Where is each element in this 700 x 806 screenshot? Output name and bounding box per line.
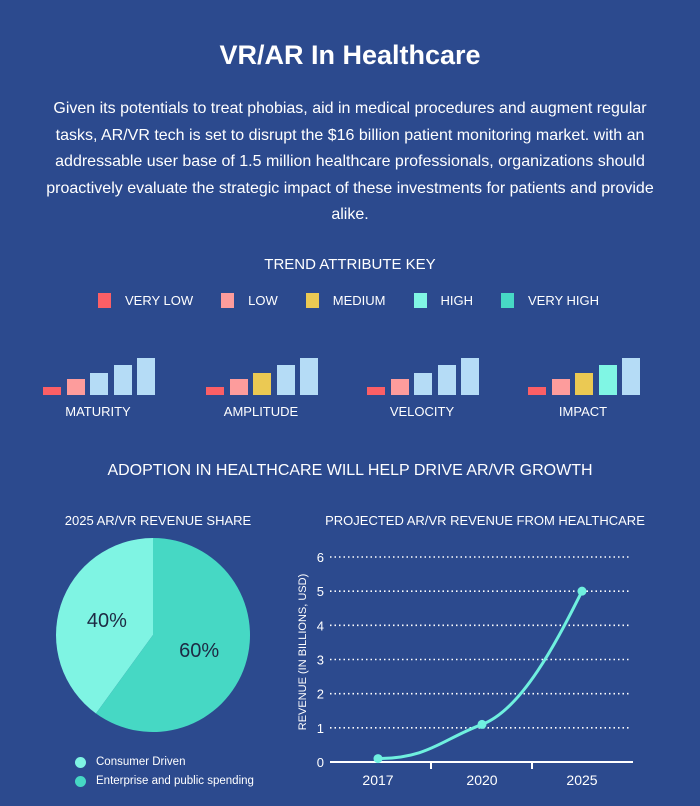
attribute-bars-maturity xyxy=(43,350,163,395)
legend-label: VERY HIGH xyxy=(528,293,600,308)
pie-slice xyxy=(56,538,153,714)
y-tick-label: 2 xyxy=(317,687,324,702)
pie-chart: 40% 60% xyxy=(56,538,250,732)
x-tick-label: 2020 xyxy=(466,772,497,788)
legend-label: LOW xyxy=(248,293,278,308)
y-tick-label: 0 xyxy=(317,755,324,770)
attribute-bars-velocity xyxy=(367,350,487,395)
level-bar xyxy=(437,365,456,395)
line-title: PROJECTED AR/VR REVENUE FROM HEALTHCARE xyxy=(325,513,645,528)
level-bar xyxy=(229,379,248,395)
attribute-label: IMPACT xyxy=(558,404,608,419)
legend-swatch xyxy=(501,293,514,308)
level-bar xyxy=(300,358,318,395)
legend-label: VERY LOW xyxy=(125,293,194,308)
y-tick-label: 6 xyxy=(317,550,324,565)
section-title: ADOPTION IN HEALTHCARE WILL HELP DRIVE A… xyxy=(107,462,593,479)
level-bar xyxy=(66,379,85,395)
level-bar xyxy=(528,387,546,395)
x-tick-label: 2025 xyxy=(566,772,597,788)
level-bar xyxy=(137,358,155,395)
attribute-bars-amplitude xyxy=(206,350,326,395)
legend-item: VERY HIGH xyxy=(501,293,599,308)
level-bar xyxy=(414,373,432,395)
attribute-label: MATURITY xyxy=(65,404,131,419)
level-bar xyxy=(367,387,385,395)
revenue-line xyxy=(377,590,584,761)
legend-item: VERY LOW xyxy=(98,293,193,308)
attribute-bars-impact xyxy=(528,350,648,395)
legend-item: HIGH xyxy=(413,293,474,308)
level-bar xyxy=(598,365,617,395)
level-bar xyxy=(206,387,224,395)
y-tick-label: 3 xyxy=(317,653,324,668)
level-bar xyxy=(461,358,479,395)
level-bar xyxy=(90,373,108,395)
level-bar xyxy=(551,379,570,395)
x-tick-label: 2017 xyxy=(362,772,393,788)
level-bar xyxy=(43,387,61,395)
legend-item: LOW xyxy=(221,293,278,308)
legend-consumer: Consumer Driven xyxy=(75,756,185,768)
level-bar xyxy=(253,373,271,395)
slice-label: 40% xyxy=(87,610,127,632)
legend-enterprise: Enterprise and public spending xyxy=(75,775,254,787)
level-bar xyxy=(276,365,295,395)
page-title: VR/AR In Healthcare xyxy=(219,40,481,70)
level-bar xyxy=(113,365,132,395)
y-tick-label: 4 xyxy=(317,618,324,633)
legend-label: Consumer Driven xyxy=(96,756,186,768)
legend-label: Enterprise and public spending xyxy=(96,775,254,787)
attribute-label: VELOCITY xyxy=(389,404,455,419)
pie-slice xyxy=(95,538,250,732)
legend-swatch xyxy=(221,293,235,308)
y-tick-label: 5 xyxy=(317,584,324,599)
pie-title: 2025 AR/VR REVENUE SHARE xyxy=(64,513,252,528)
level-bar xyxy=(622,358,640,395)
attribute-label: AMPLITUDE xyxy=(223,404,299,419)
legend-swatch xyxy=(75,756,86,768)
level-bar xyxy=(390,379,409,395)
legend-swatch xyxy=(305,293,319,308)
intro-text: Given its potentials to treat phobias, a… xyxy=(46,100,654,223)
legend-swatch xyxy=(413,293,427,308)
slice-label: 60% xyxy=(179,640,219,662)
y-tick-label: 1 xyxy=(317,721,324,736)
legend-label: MEDIUM xyxy=(332,293,386,308)
legend-label: HIGH xyxy=(440,293,474,308)
data-point xyxy=(477,719,487,729)
trend-key-legend: VERY LOW LOW MEDIUM HIGH VERY HIGH xyxy=(98,293,627,308)
legend-swatch xyxy=(98,293,111,308)
key-title: TREND ATTRIBUTE KEY xyxy=(264,256,436,273)
legend-swatch xyxy=(75,775,86,787)
y-axis-label: REVENUE (IN BILLIONS, USD) xyxy=(297,574,309,730)
data-point xyxy=(577,586,587,596)
level-bar xyxy=(575,373,593,395)
legend-item: MEDIUM xyxy=(305,293,386,308)
data-point xyxy=(373,754,383,764)
